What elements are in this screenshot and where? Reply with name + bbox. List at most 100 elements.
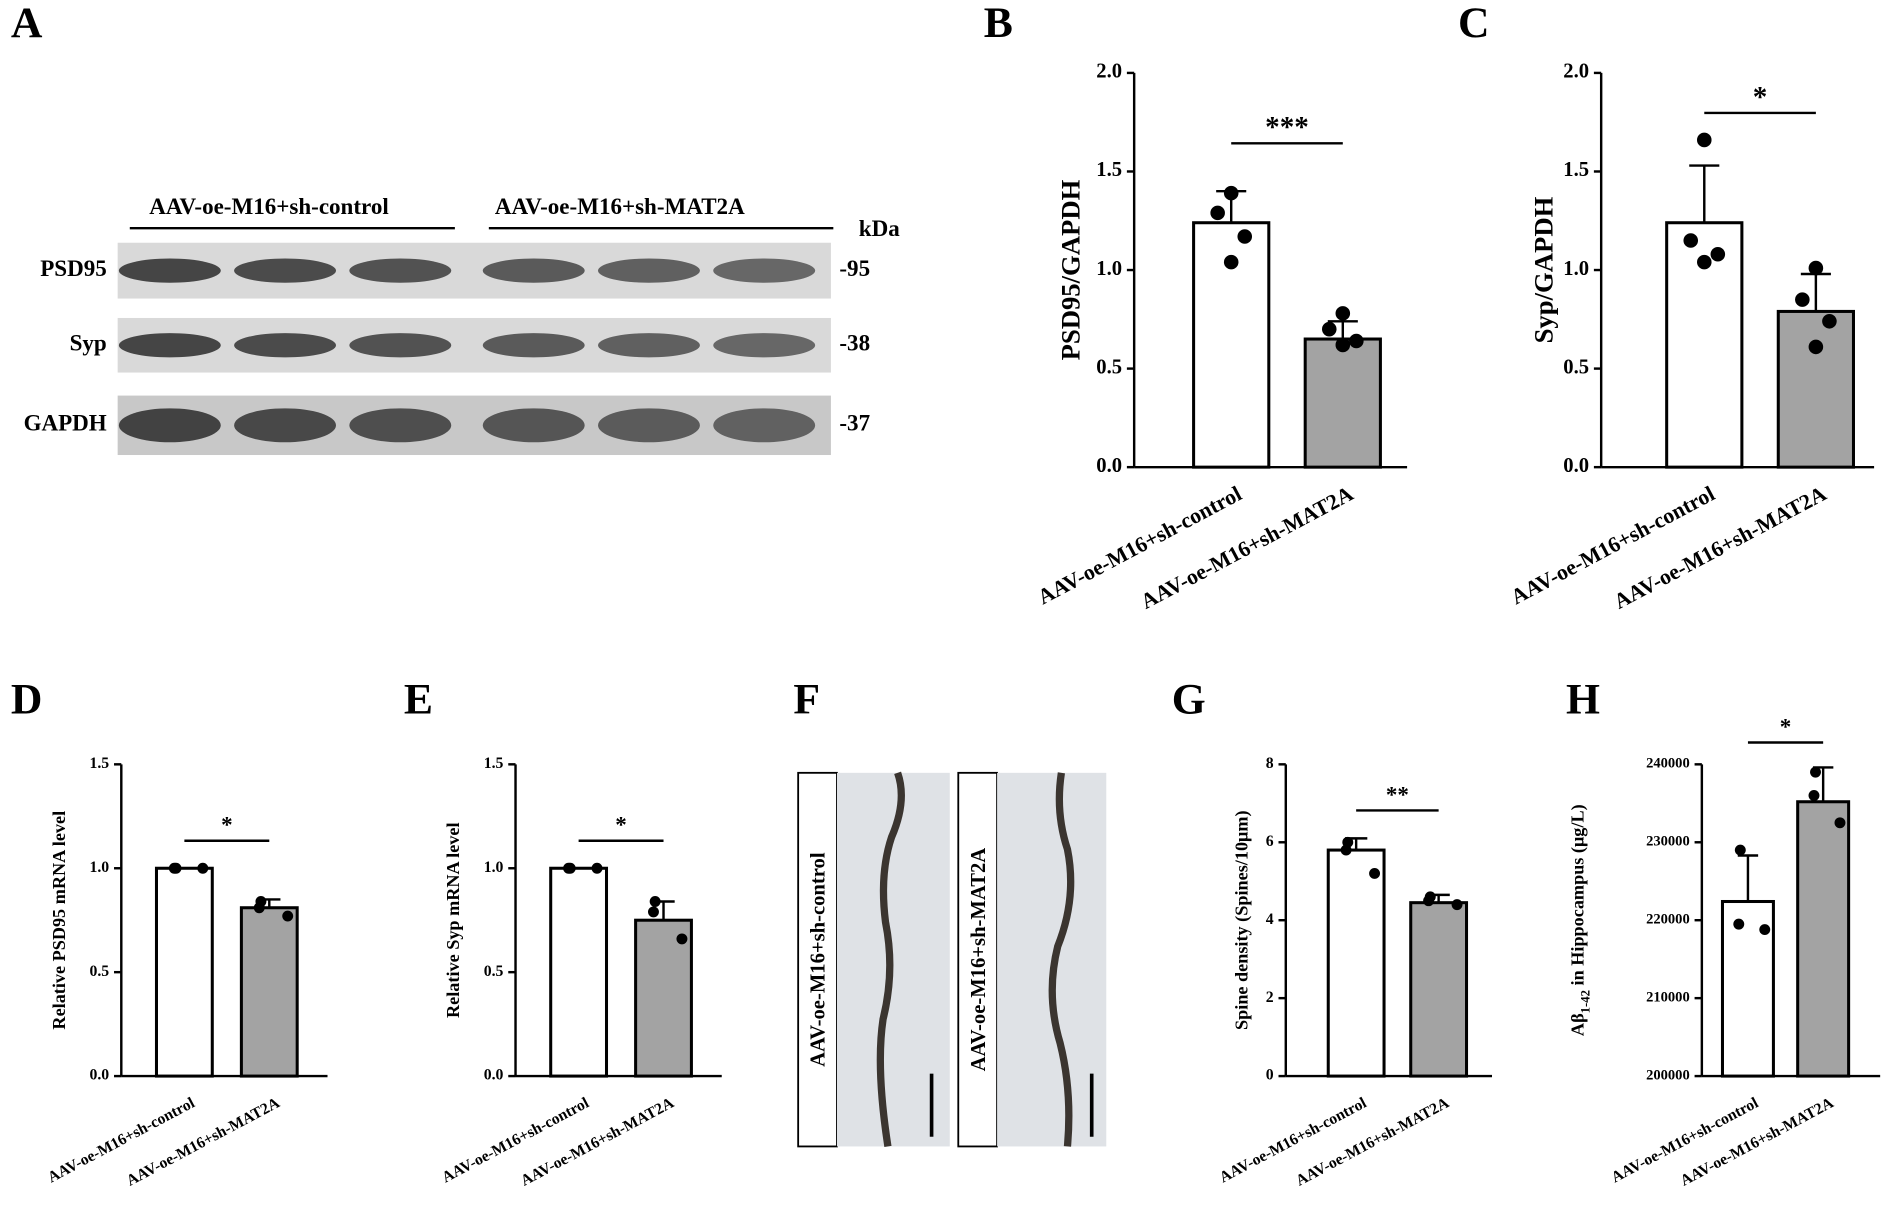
data-point	[1349, 333, 1364, 349]
row-label: PSD95	[40, 255, 107, 281]
panel-label: D	[11, 676, 43, 724]
data-point	[1822, 314, 1837, 329]
x-tick-label: AAV-oe-M16+sh-MAT2A	[1137, 481, 1358, 613]
significance-label: *	[615, 812, 627, 838]
band	[713, 408, 816, 443]
bar-chart: B 0.0 0.5 1.0 1.5 2.0 PSD95/GAPDH AAV-oe-M16+sh…	[984, 0, 1408, 614]
y-tick-label: 1.5	[89, 755, 109, 772]
bar-chart: C0.00.51.01.52.0Syp/GAPDHAAV-oe-M16+sh-c…	[1458, 0, 1875, 614]
x-tick-label: AAV-oe-M16+sh-MAT2A	[1610, 481, 1831, 613]
bar	[1303, 337, 1382, 469]
y-axis-label: Relative PSD95 mRNA level	[49, 811, 69, 1030]
y-axis-label: Syp/GAPDH	[1529, 196, 1559, 343]
band	[482, 408, 585, 443]
y-tick-label: 1.5	[484, 755, 504, 772]
image-label-box	[797, 771, 838, 1148]
x-tick-label: AAV-oe-M16+sh-MAT2A	[518, 1094, 677, 1190]
significance-label: ***	[1265, 112, 1309, 144]
error-bar	[1689, 164, 1720, 223]
y-axis-label: PSD95/GAPDH	[1056, 179, 1086, 360]
y-axis-label-part: in Hippocampus (μg/L)	[1568, 804, 1589, 990]
data-point	[1810, 766, 1821, 778]
y-tick-label: 1.0	[89, 859, 109, 876]
y-tick-label: 0.0	[89, 1067, 109, 1084]
panel-label: F	[793, 676, 820, 724]
micrograph: AAV-oe-M16+sh-control AAV-oe-M16+sh-MAT2…	[797, 771, 1107, 1148]
data-point	[1223, 254, 1239, 270]
image-label: AAV-oe-M16+sh-control	[808, 852, 830, 1067]
band	[349, 333, 452, 358]
kda-label: -38	[839, 330, 870, 356]
bar	[1326, 848, 1386, 1078]
y-tick-label: 0.5	[1096, 356, 1122, 378]
y-axis-label: Spine density (Spines/10μm)	[1232, 810, 1253, 1030]
bar-chart: E 0.0 0.5 1.0 1.5 Relative Syp mRNA level AAV-…	[404, 676, 722, 1190]
band	[234, 333, 337, 358]
bar	[634, 918, 693, 1078]
data-point	[1808, 339, 1824, 355]
y-tick-label: 2.0	[1096, 61, 1122, 83]
band	[118, 408, 221, 443]
significance-label: **	[1386, 781, 1409, 807]
band	[349, 258, 452, 283]
band	[118, 258, 221, 283]
significance-label: *	[1753, 81, 1768, 113]
data-point	[1210, 205, 1225, 221]
panel-label: G	[1172, 676, 1206, 724]
panel-label: H	[1566, 676, 1600, 724]
data-point	[676, 933, 688, 945]
y-tick-label: 0.0	[1096, 455, 1122, 477]
row-label: Syp	[70, 330, 107, 356]
data-point	[649, 896, 661, 907]
data-point	[1808, 260, 1824, 276]
band	[713, 333, 816, 358]
y-tick-label: 2.0	[1563, 61, 1589, 83]
data-point	[1423, 895, 1435, 907]
bar-chart: H 200000 210000 220000 230000 240000 Aβ1-42 in…	[1566, 676, 1881, 1190]
group-label: AAV-oe-M16+sh-control	[149, 193, 389, 219]
band	[118, 333, 221, 358]
band	[598, 258, 700, 283]
data-point	[1759, 924, 1771, 936]
band	[234, 258, 337, 283]
data-point	[1335, 306, 1351, 321]
x-tick-label: AAV-oe-M16+sh-control	[1217, 1094, 1370, 1186]
y-tick-label: 1.5	[1096, 159, 1122, 181]
data-point	[1223, 185, 1239, 201]
data-point	[1369, 867, 1381, 879]
bar	[1796, 800, 1851, 1078]
panel-label: E	[404, 676, 433, 724]
image-label: AAV-oe-M16+sh-MAT2A	[968, 848, 990, 1072]
panel-label: A	[11, 0, 43, 47]
band	[482, 258, 585, 283]
data-point	[1710, 246, 1726, 262]
band	[349, 408, 452, 443]
bar	[1776, 309, 1855, 469]
bar	[154, 866, 214, 1078]
data-point	[1808, 790, 1820, 801]
y-tick-label: 2	[1266, 989, 1274, 1006]
band	[598, 408, 700, 443]
data-point	[1340, 844, 1352, 856]
x-tick-label: AAV-oe-M16+sh-control	[439, 1094, 592, 1186]
data-point	[1335, 337, 1351, 353]
y-tick-label: 0.0	[1563, 455, 1589, 477]
data-point	[253, 902, 265, 914]
y-axis-label-part: Aβ	[1568, 1013, 1588, 1036]
data-point	[282, 910, 294, 922]
bar	[549, 866, 609, 1078]
bar	[239, 906, 299, 1078]
group-label: AAV-oe-M16+sh-MAT2A	[495, 193, 745, 219]
bar-chart: G 0 2 4 6 8 Spine density (Spines/10μm) AAV-oe-…	[1172, 676, 1493, 1190]
data-point	[648, 906, 659, 918]
panel-label: B	[984, 0, 1013, 47]
data-point	[1697, 132, 1712, 148]
bar	[1409, 901, 1469, 1078]
y-tick-label: 6	[1266, 833, 1274, 850]
blot: PSD95 -95 Syp -38 GAPDH -37	[24, 242, 870, 456]
y-tick-label: 200000	[1646, 1067, 1690, 1083]
y-tick-label: 1.0	[1096, 258, 1122, 280]
data-point	[168, 862, 180, 874]
data-point	[1795, 292, 1810, 307]
